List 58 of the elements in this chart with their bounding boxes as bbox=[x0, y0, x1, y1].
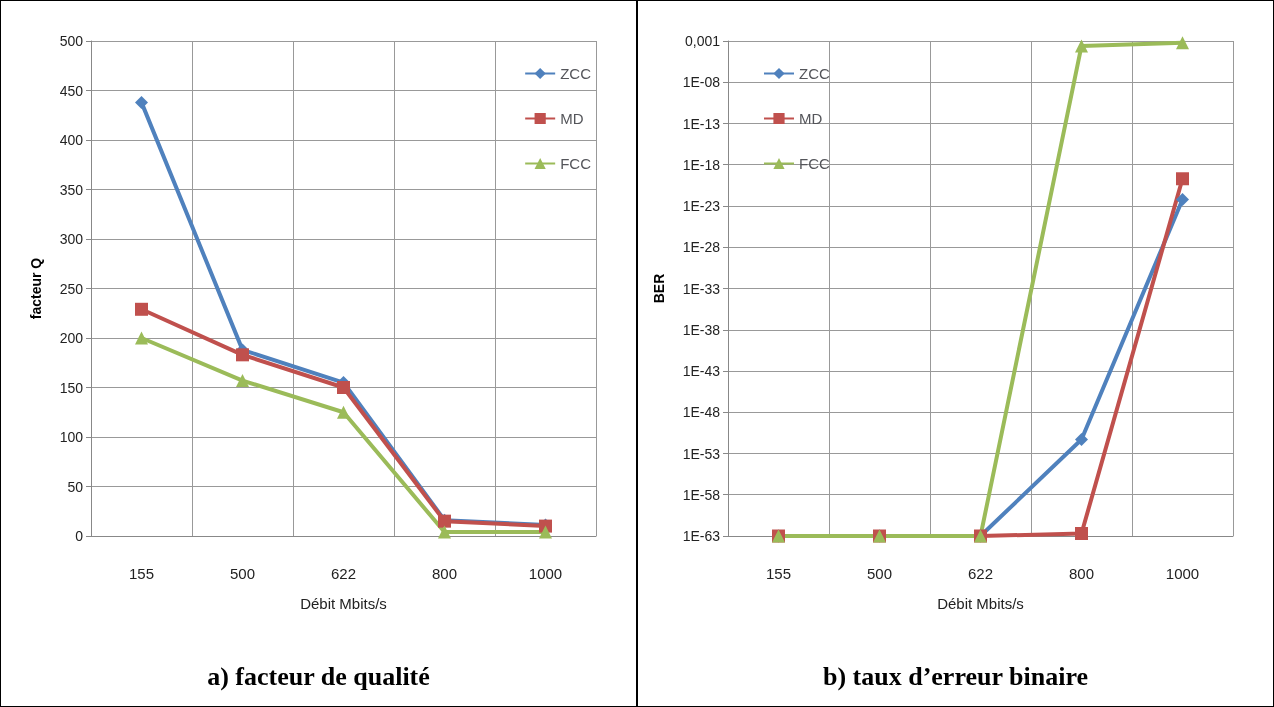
y-tick-label: 1E-53 bbox=[682, 445, 721, 462]
legend-label: ZCC bbox=[560, 65, 592, 82]
y-tick-label: 450 bbox=[59, 82, 84, 99]
point bbox=[1176, 193, 1189, 207]
point bbox=[135, 95, 148, 109]
y-tick-label: 1E-28 bbox=[682, 239, 721, 256]
x-tick-label: 155 bbox=[128, 565, 155, 582]
point bbox=[1075, 527, 1088, 541]
point bbox=[236, 374, 249, 388]
y-tick-label: 200 bbox=[59, 330, 84, 346]
y-tick-label: 1E-18 bbox=[682, 156, 721, 173]
x-tick-label: 155 bbox=[765, 565, 792, 582]
point bbox=[236, 348, 249, 362]
y-tick-label: 1E-48 bbox=[682, 404, 721, 421]
y-tick-label: 1E-43 bbox=[682, 363, 721, 379]
y-tick-label: 150 bbox=[59, 379, 84, 396]
text: b) taux d’erreur binaire bbox=[822, 661, 1089, 691]
x-tick-label: 622 bbox=[967, 565, 994, 582]
y-tick-label: 300 bbox=[59, 231, 84, 247]
y-tick-label: 400 bbox=[59, 132, 84, 148]
text: a) facteur de qualité bbox=[207, 661, 430, 691]
y-tick-label: 1E-38 bbox=[682, 321, 721, 338]
y-tick-label: 350 bbox=[59, 181, 84, 198]
y-tick-label: 500 bbox=[59, 33, 84, 49]
y-tick-label: 0,001 bbox=[684, 33, 721, 49]
x-tick-label: 1000 bbox=[528, 565, 563, 582]
point bbox=[1075, 432, 1088, 446]
y-tick-label: 1E-08 bbox=[682, 74, 721, 91]
y-tick-label: 1E-58 bbox=[682, 486, 721, 503]
point bbox=[438, 525, 451, 539]
point bbox=[539, 525, 552, 539]
x-tick-label: 800 bbox=[1068, 565, 1095, 582]
y-tick-label: 250 bbox=[59, 280, 84, 297]
y-tick-label: 1E-33 bbox=[682, 280, 721, 297]
x-tick-label: 500 bbox=[229, 565, 256, 582]
y-tick-label: 1E-13 bbox=[682, 115, 721, 132]
y-tick-label: 50 bbox=[67, 478, 84, 495]
point bbox=[337, 405, 350, 419]
y-axis-title: facteur Q bbox=[28, 257, 44, 320]
x-axis-title: Débit Mbits/s bbox=[937, 595, 1024, 612]
point bbox=[135, 302, 148, 316]
point bbox=[337, 381, 350, 394]
legend-label: FCC bbox=[560, 155, 592, 172]
x-tick-label: 800 bbox=[431, 565, 458, 582]
point bbox=[1176, 172, 1189, 186]
x-tick-label: 622 bbox=[330, 565, 357, 582]
x-tick-label: 1000 bbox=[1165, 565, 1200, 582]
x-axis-title: Débit Mbits/s bbox=[300, 595, 387, 612]
y-tick-label: 1E-63 bbox=[682, 528, 721, 544]
y-tick-label: 1E-23 bbox=[682, 198, 721, 214]
legend-label: MD bbox=[799, 110, 823, 127]
point bbox=[135, 331, 148, 345]
y-axis-title: BER bbox=[651, 273, 667, 304]
legend-label: MD bbox=[560, 110, 584, 127]
y-tick-label: 100 bbox=[59, 429, 84, 445]
legend-label: ZCC bbox=[799, 65, 830, 82]
x-tick-label: 500 bbox=[866, 565, 893, 582]
y-tick-label: 0 bbox=[75, 528, 84, 544]
